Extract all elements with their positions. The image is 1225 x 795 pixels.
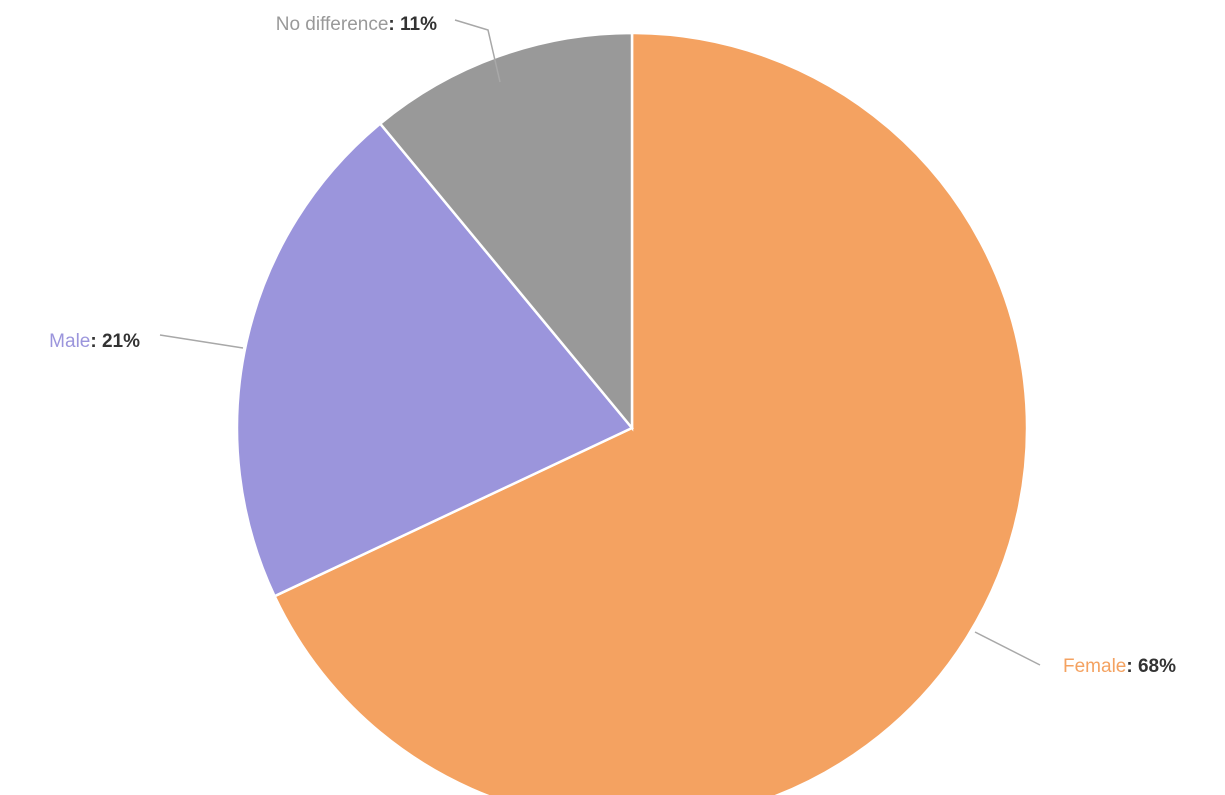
slice-label-female: Female: 68% bbox=[1063, 656, 1176, 677]
pie-slice-male bbox=[235, 121, 634, 598]
slice-label-value: 21% bbox=[102, 331, 140, 352]
slice-label-separator: : bbox=[90, 331, 102, 352]
slice-label-name: No difference bbox=[276, 14, 389, 35]
leader-lines bbox=[159, 19, 1041, 666]
slice-label-male: Male: 21% bbox=[49, 331, 140, 352]
leader-line-female bbox=[974, 631, 1041, 666]
leader-line-no-difference bbox=[454, 19, 501, 83]
leader-line-male bbox=[159, 334, 244, 349]
slice-label-separator: : bbox=[1126, 656, 1138, 677]
slice-label-value: 11% bbox=[400, 14, 437, 35]
pie-slices bbox=[235, 31, 1029, 795]
pie-slice-female bbox=[272, 31, 1029, 795]
slice-label-no-difference: No difference: 11% bbox=[276, 14, 437, 35]
slice-label-value: 68% bbox=[1138, 656, 1176, 677]
slice-label-name: Female bbox=[1063, 656, 1126, 677]
slice-labels: Female: 68% Male: 21% No difference: 11% bbox=[49, 14, 1176, 677]
slice-label-name: Male bbox=[49, 331, 90, 352]
pie-slice-no-difference bbox=[378, 31, 634, 432]
slice-label-separator: : bbox=[388, 14, 400, 35]
